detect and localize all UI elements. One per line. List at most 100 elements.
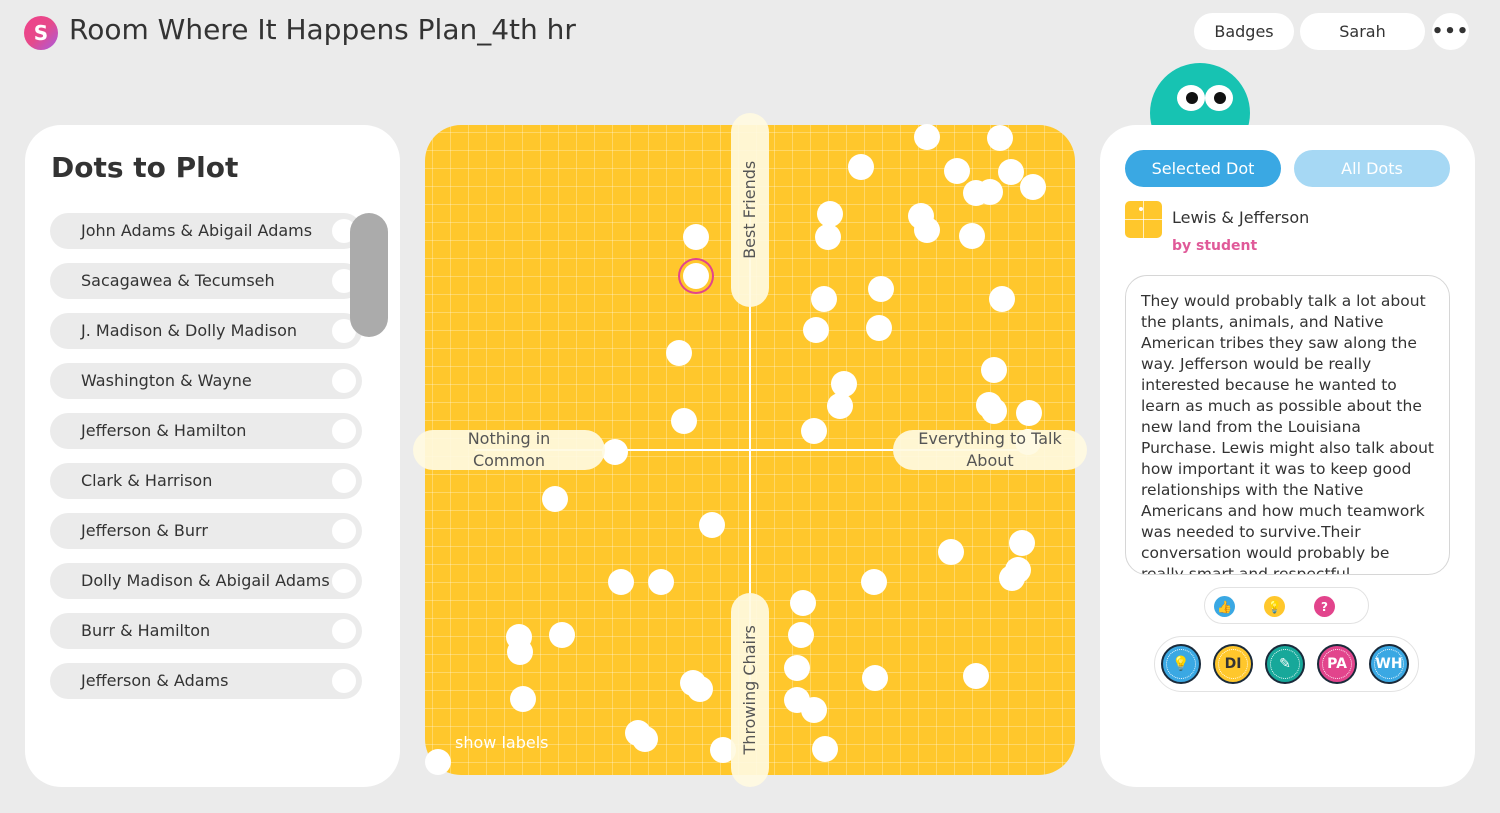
thumbs-up-icon[interactable]: 👍 bbox=[1214, 596, 1235, 617]
plot-dot[interactable] bbox=[509, 685, 536, 712]
plot-dot[interactable] bbox=[670, 407, 697, 434]
plot-dot[interactable] bbox=[830, 370, 857, 397]
list-item[interactable]: Jefferson & Hamilton bbox=[50, 413, 362, 449]
list-item[interactable]: Washington & Wayne bbox=[50, 363, 362, 399]
di-badge-icon[interactable]: DI bbox=[1213, 644, 1253, 684]
list-item-dot-handle[interactable] bbox=[332, 369, 356, 393]
selected-plot-dot[interactable] bbox=[683, 262, 710, 289]
plot-dot[interactable] bbox=[913, 123, 940, 150]
plot-dot[interactable] bbox=[959, 222, 986, 249]
plot-dot[interactable] bbox=[847, 154, 874, 181]
plot-dot[interactable] bbox=[789, 589, 816, 616]
plot-dot[interactable] bbox=[683, 223, 710, 250]
list-item-dot-handle[interactable] bbox=[332, 669, 356, 693]
plot-dot[interactable] bbox=[860, 568, 887, 595]
plot-dot[interactable] bbox=[665, 339, 692, 366]
plot-area[interactable]: Best Friends Throwing Chairs Nothing in … bbox=[413, 113, 1087, 787]
response-text[interactable]: They would probably talk a lot about the… bbox=[1125, 275, 1450, 575]
plot-dot[interactable] bbox=[976, 178, 1003, 205]
plot-dot[interactable] bbox=[980, 357, 1007, 384]
plot-dot[interactable] bbox=[800, 417, 827, 444]
list-item[interactable]: Sacagawea & Tecumseh bbox=[50, 263, 362, 299]
question-icon[interactable]: ? bbox=[1314, 596, 1335, 617]
list-item-label: John Adams & Abigail Adams bbox=[81, 221, 313, 240]
pa-badge-icon[interactable]: PA bbox=[1317, 644, 1357, 684]
plot-dot[interactable] bbox=[608, 568, 635, 595]
plot-dot[interactable] bbox=[1008, 529, 1035, 556]
plot-dot[interactable] bbox=[1019, 173, 1046, 200]
plot-dot[interactable] bbox=[937, 539, 964, 566]
list-item[interactable]: Clark & Harrison bbox=[50, 463, 362, 499]
badges-button[interactable]: Badges bbox=[1194, 13, 1294, 50]
list-item-dot-handle[interactable] bbox=[332, 519, 356, 543]
plot-dots-layer bbox=[425, 123, 1075, 775]
plot-dot[interactable] bbox=[980, 398, 1007, 424]
plot-dot[interactable] bbox=[425, 749, 451, 775]
list-item-dot-handle[interactable] bbox=[332, 619, 356, 643]
show-labels-toggle[interactable]: show labels bbox=[455, 733, 549, 752]
list-item-dot-handle[interactable] bbox=[332, 569, 356, 593]
tab-all-dots[interactable]: All Dots bbox=[1294, 150, 1450, 187]
plot-dot[interactable] bbox=[989, 286, 1016, 313]
list-item[interactable]: J. Madison & Dolly Madison bbox=[50, 313, 362, 349]
page-title: Room Where It Happens Plan_4th hr bbox=[69, 13, 576, 46]
list-item-label: Jefferson & Burr bbox=[81, 521, 208, 540]
list-item[interactable]: Dolly Madison & Abigail Adams bbox=[50, 563, 362, 599]
more-options-button[interactable]: ••• bbox=[1432, 13, 1469, 50]
axis-label-right: Everything to Talk About bbox=[893, 429, 1087, 470]
list-item-label: Jefferson & Hamilton bbox=[81, 421, 247, 440]
plot-dot[interactable] bbox=[1015, 399, 1042, 426]
plot-dot[interactable] bbox=[784, 654, 811, 681]
lightbulb-icon[interactable]: 💡 bbox=[1264, 596, 1285, 617]
plot-dot[interactable] bbox=[631, 726, 658, 753]
app-logo[interactable]: S bbox=[24, 16, 58, 50]
plot-dot[interactable] bbox=[816, 201, 843, 228]
plot-dot[interactable] bbox=[811, 285, 838, 312]
plot-dot[interactable] bbox=[811, 736, 838, 762]
list-item[interactable]: Jefferson & Burr bbox=[50, 513, 362, 549]
plot-dot[interactable] bbox=[827, 392, 854, 419]
list-item[interactable]: Jefferson & Adams bbox=[50, 663, 362, 699]
plot-dot[interactable] bbox=[506, 638, 533, 665]
list-item[interactable]: John Adams & Abigail Adams bbox=[50, 213, 362, 249]
plot-dot[interactable] bbox=[913, 217, 940, 244]
plot-dot[interactable] bbox=[868, 276, 895, 303]
tab-selected-dot[interactable]: Selected Dot bbox=[1125, 150, 1281, 187]
plot-dot[interactable] bbox=[800, 697, 827, 723]
plot-dot[interactable] bbox=[803, 316, 830, 343]
axis-label-left: Nothing in Common bbox=[413, 429, 605, 470]
list-item-dot-handle[interactable] bbox=[332, 419, 356, 443]
list-item-label: Washington & Wayne bbox=[81, 371, 252, 390]
plot-dot[interactable] bbox=[647, 568, 674, 595]
dots-to-plot-panel: Dots to Plot John Adams & Abigail Adams … bbox=[25, 125, 400, 787]
plot-dot[interactable] bbox=[548, 622, 575, 649]
user-menu-button[interactable]: Sarah bbox=[1300, 13, 1425, 50]
list-item-label: Dolly Madison & Abigail Adams bbox=[81, 571, 330, 590]
list-item-dot-handle[interactable] bbox=[332, 469, 356, 493]
vertical-axis bbox=[749, 175, 751, 725]
plot-dot[interactable] bbox=[987, 125, 1014, 151]
plot-dot[interactable] bbox=[686, 676, 713, 703]
list-item-label: Jefferson & Adams bbox=[81, 671, 229, 690]
plot-dot[interactable] bbox=[861, 664, 888, 691]
dot-details-panel: Selected Dot All Dots Lewis & Jefferson … bbox=[1100, 125, 1475, 787]
plot-dot[interactable] bbox=[602, 438, 629, 465]
document-badge-icon[interactable]: ✎ bbox=[1265, 644, 1305, 684]
plot-dot[interactable] bbox=[866, 315, 893, 342]
plot-dot[interactable] bbox=[542, 485, 568, 512]
plot-dot[interactable] bbox=[963, 662, 990, 689]
list-item-label: Burr & Hamilton bbox=[81, 621, 211, 640]
list-item-label: Clark & Harrison bbox=[81, 471, 213, 490]
plot-dot[interactable] bbox=[699, 511, 726, 538]
list-scrollbar[interactable] bbox=[350, 213, 388, 337]
plot-dot[interactable] bbox=[787, 622, 814, 649]
lightbulb-badge-icon[interactable]: 💡 bbox=[1161, 644, 1201, 684]
wh-badge-icon[interactable]: WH bbox=[1369, 644, 1409, 684]
list-item[interactable]: Burr & Hamilton bbox=[50, 613, 362, 649]
plot-dot[interactable] bbox=[815, 223, 841, 250]
selected-dot-name: Lewis & Jefferson bbox=[1172, 208, 1310, 227]
plot-dot[interactable] bbox=[943, 157, 970, 184]
plot-dot[interactable] bbox=[998, 159, 1025, 186]
list-item-label: Sacagawea & Tecumseh bbox=[81, 271, 275, 290]
plot-dot[interactable] bbox=[998, 565, 1025, 592]
